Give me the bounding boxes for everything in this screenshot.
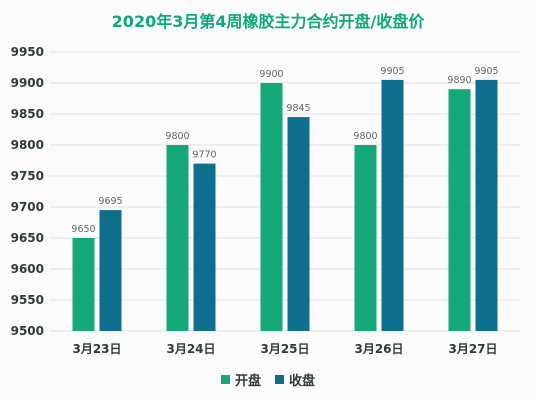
data-label: 9800 (165, 131, 189, 142)
bar-close (287, 117, 310, 331)
y-tick-label: 9600 (11, 262, 44, 276)
gridlines (50, 51, 520, 332)
legend-label-close: 收盘 (289, 374, 316, 389)
y-axis-ticks: 9500 9550 9600 9650 9700 9750 9800 9850 9900 9950 (11, 45, 44, 338)
bar-open (166, 145, 189, 331)
bar-open (448, 89, 471, 331)
bar-close (193, 163, 216, 331)
y-tick-label: 9500 (11, 324, 44, 338)
x-tick-label: 3月26日 (354, 342, 403, 356)
bar-close (381, 79, 404, 332)
data-label: 9905 (474, 66, 498, 77)
data-label: 9900 (259, 69, 283, 80)
data-label: 9770 (192, 150, 216, 161)
legend-item-close[interactable]: 收盘 (275, 370, 315, 389)
bar-close (475, 79, 498, 332)
y-tick-label: 9850 (11, 107, 44, 121)
x-tick-label: 3月23日 (72, 342, 121, 356)
x-tick-label: 3月24日 (166, 342, 215, 356)
legend-swatch-open (220, 375, 230, 384)
data-label: 9650 (71, 224, 95, 235)
legend-item-open[interactable]: 开盘 (220, 370, 261, 389)
legend: 开盘 收盘 (0, 370, 536, 389)
y-tick-label: 9800 (11, 138, 44, 152)
data-label: 9890 (447, 75, 471, 86)
bar-close (99, 210, 122, 331)
y-tick-label: 9700 (11, 200, 44, 214)
data-label: 9905 (380, 66, 404, 77)
x-tick-label: 3月25日 (260, 342, 309, 356)
x-axis-ticks: 3月23日 3月24日 3月25日 3月26日 3月27日 (72, 342, 497, 356)
bars (72, 79, 498, 332)
y-tick-label: 9650 (11, 231, 44, 245)
data-label: 9695 (98, 196, 122, 207)
y-tick-label: 9550 (11, 293, 44, 307)
bar-open (354, 145, 377, 331)
y-tick-label: 9950 (11, 45, 44, 59)
y-tick-label: 9750 (11, 169, 44, 183)
bar-open (72, 238, 95, 331)
data-label: 9800 (353, 131, 377, 142)
chart-title: 2020年3月第4周橡胶主力合约开盘/收盘价 (111, 12, 425, 31)
y-tick-label: 9900 (11, 76, 44, 90)
legend-swatch-close (275, 375, 284, 384)
legend-label-open: 开盘 (234, 374, 261, 389)
x-tick-label: 3月27日 (448, 342, 497, 356)
bar-open (260, 83, 283, 331)
data-label: 9845 (286, 103, 310, 114)
